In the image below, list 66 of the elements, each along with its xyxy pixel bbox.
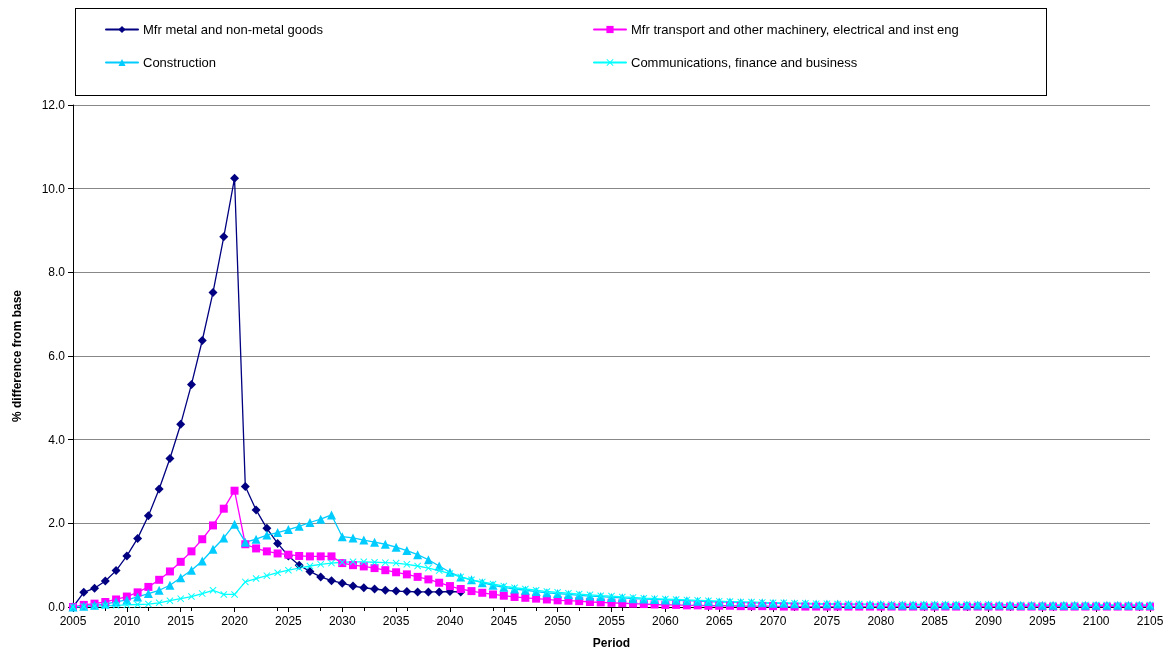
point bbox=[111, 566, 121, 576]
point bbox=[251, 505, 261, 515]
point bbox=[391, 586, 401, 596]
x-tick-label: 2010 bbox=[113, 614, 141, 628]
y-axis-title: % difference from base bbox=[10, 289, 24, 423]
x-tick-label: 2015 bbox=[167, 614, 195, 628]
point bbox=[380, 585, 390, 595]
point bbox=[305, 566, 315, 576]
x-tick-label: 2080 bbox=[867, 614, 895, 628]
point bbox=[186, 379, 196, 389]
point bbox=[434, 587, 444, 597]
point bbox=[240, 482, 250, 492]
y-tick-label: 0.0 bbox=[48, 600, 66, 614]
legend-label: Construction bbox=[143, 55, 216, 70]
point bbox=[122, 551, 132, 561]
y-tick-label: 6.0 bbox=[48, 349, 66, 363]
x-tick-label: 2030 bbox=[328, 614, 356, 628]
point bbox=[165, 453, 175, 463]
y-tick-label: 4.0 bbox=[48, 432, 66, 447]
point bbox=[359, 583, 369, 593]
legend-label: Communications, finance and business bbox=[631, 55, 858, 70]
x-tick-label: 2070 bbox=[759, 614, 787, 628]
point bbox=[423, 587, 433, 597]
x-tick-label: 2090 bbox=[975, 614, 1003, 628]
x-tick-label: 2040 bbox=[436, 614, 464, 628]
x-tick-label: 2055 bbox=[598, 614, 626, 628]
point bbox=[90, 583, 100, 593]
point bbox=[100, 576, 110, 586]
x-tick-label: 2060 bbox=[652, 614, 680, 628]
x-tick-label: 2075 bbox=[813, 614, 841, 628]
x-tick-label: 2005 bbox=[59, 614, 87, 628]
x-tick-label: 2100 bbox=[1082, 614, 1110, 628]
x-tick-label: 2105 bbox=[1136, 614, 1164, 628]
x-tick-label: 2085 bbox=[921, 614, 949, 628]
x-tick-label: 2045 bbox=[490, 614, 518, 628]
point bbox=[133, 533, 143, 543]
x-axis-title: Period bbox=[592, 636, 631, 650]
point bbox=[273, 538, 283, 548]
x-tick-label: 2020 bbox=[221, 614, 249, 628]
x-tick-label: 2050 bbox=[544, 614, 572, 628]
y-tick-label: 2.0 bbox=[48, 516, 66, 531]
point bbox=[176, 419, 186, 429]
y-tick-label: 10.0 bbox=[41, 181, 66, 196]
point bbox=[154, 484, 164, 494]
point bbox=[370, 584, 380, 594]
point bbox=[337, 578, 347, 588]
x-tick-label: 2025 bbox=[275, 614, 303, 628]
point bbox=[402, 587, 412, 597]
legend-label: Mfr metal and non-metal goods bbox=[143, 22, 324, 37]
point bbox=[208, 287, 218, 297]
point bbox=[413, 587, 423, 597]
point bbox=[348, 581, 358, 591]
x-tick-label: 2065 bbox=[705, 614, 733, 628]
point bbox=[197, 336, 207, 346]
x-tick-label: 2095 bbox=[1028, 614, 1056, 628]
x-tick-label: 2035 bbox=[382, 614, 410, 628]
y-tick-label: 12.0 bbox=[41, 98, 66, 112]
point bbox=[262, 523, 272, 533]
point bbox=[316, 572, 326, 582]
point bbox=[143, 511, 153, 521]
point bbox=[79, 587, 89, 597]
point bbox=[219, 232, 229, 242]
point bbox=[326, 576, 336, 586]
y-tick-label: 8.0 bbox=[48, 265, 66, 280]
legend-label: Mfr transport and other machinery, electrical and inst eng bbox=[631, 22, 959, 37]
point bbox=[230, 173, 240, 183]
